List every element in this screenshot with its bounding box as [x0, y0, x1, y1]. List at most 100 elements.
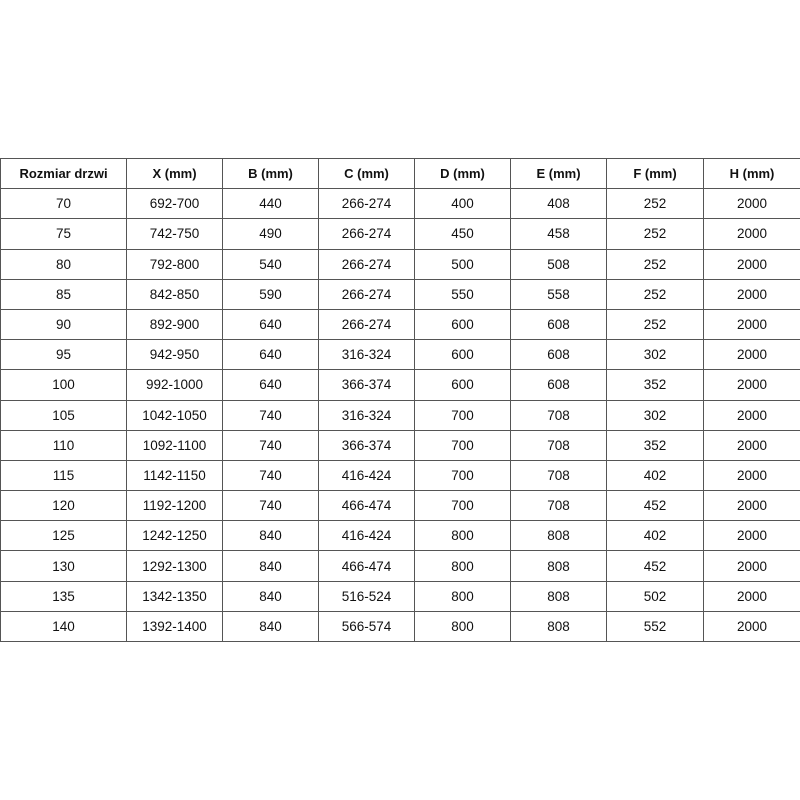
table-cell: 490 — [222, 218, 319, 250]
table-cell: 2000 — [703, 188, 800, 220]
table-cell: 1242-1250 — [126, 520, 223, 552]
column-header: C (mm) — [318, 157, 415, 190]
table-row: 130 1292-1300 840 466-474 800 808 452 2000 — [0, 550, 800, 582]
table-cell: 90 — [0, 308, 127, 341]
table-cell: 2000 — [703, 369, 800, 401]
table-cell: 452 — [606, 490, 704, 522]
table-cell: 800 — [414, 550, 511, 582]
table-row: 125 1242-1250 840 416-424 800 808 402 2000 — [0, 520, 800, 552]
table-cell: 2000 — [703, 459, 800, 492]
table-cell: 590 — [222, 278, 319, 310]
table-cell: 100 — [0, 369, 127, 401]
table-cell: 1042-1050 — [126, 399, 223, 431]
table-cell: 2000 — [703, 610, 800, 643]
table-cell: 302 — [606, 399, 704, 431]
table-cell: 2000 — [703, 520, 800, 552]
table-row: 105 1042-1050 740 316-324 700 708 302 2000 — [0, 399, 800, 431]
table-cell: 500 — [414, 248, 511, 280]
table-cell: 1392-1400 — [126, 610, 223, 643]
table-row: 90 892-900 640 266-274 600 608 252 2000 — [0, 308, 800, 341]
table-cell: 80 — [0, 248, 127, 280]
table-cell: 416-424 — [318, 520, 415, 552]
table-cell: 70 — [0, 188, 127, 220]
table-cell: 266-274 — [318, 248, 415, 280]
table-cell: 366-374 — [318, 429, 415, 461]
table-cell: 130 — [0, 550, 127, 582]
table-cell: 892-900 — [126, 308, 223, 341]
table-row: 135 1342-1350 840 516-524 800 808 502 2000 — [0, 580, 800, 612]
table-cell: 2000 — [703, 399, 800, 431]
table-cell: 2000 — [703, 218, 800, 250]
table-cell: 450 — [414, 218, 511, 250]
table-row: 80 792-800 540 266-274 500 508 252 2000 — [0, 248, 800, 280]
table-cell: 942-950 — [126, 339, 223, 371]
column-header: B (mm) — [222, 157, 319, 190]
table-cell: 458 — [510, 218, 607, 250]
table-cell: 840 — [222, 610, 319, 643]
table-cell: 2000 — [703, 490, 800, 522]
table-cell: 840 — [222, 520, 319, 552]
table-cell: 408 — [510, 188, 607, 220]
table-cell: 2000 — [703, 248, 800, 280]
table-cell: 1192-1200 — [126, 490, 223, 522]
table-cell: 708 — [510, 399, 607, 431]
table-cell: 502 — [606, 580, 704, 612]
table-cell: 2000 — [703, 580, 800, 612]
column-header: D (mm) — [414, 157, 511, 190]
table-cell: 252 — [606, 278, 704, 310]
table-cell: 125 — [0, 520, 127, 552]
table-cell: 692-700 — [126, 188, 223, 220]
table-cell: 540 — [222, 248, 319, 280]
table-cell: 640 — [222, 339, 319, 371]
table-cell: 808 — [510, 550, 607, 582]
header-row: Rozmiar drzwi X (mm) B (mm) C (mm) D (mm) E (… — [0, 157, 800, 190]
table-cell: 120 — [0, 490, 127, 522]
table-cell: 2000 — [703, 429, 800, 461]
table-cell: 566-574 — [318, 610, 415, 643]
column-header: Rozmiar drzwi — [0, 157, 127, 190]
table-cell: 366-374 — [318, 369, 415, 401]
table-cell: 115 — [0, 459, 127, 492]
table-cell: 740 — [222, 490, 319, 522]
table-cell: 840 — [222, 550, 319, 582]
table-cell: 266-274 — [318, 308, 415, 341]
table-cell: 800 — [414, 520, 511, 552]
table-cell: 252 — [606, 308, 704, 341]
table-cell: 466-474 — [318, 550, 415, 582]
table-cell: 800 — [414, 610, 511, 643]
table-row: 120 1192-1200 740 466-474 700 708 452 2000 — [0, 490, 800, 522]
table-cell: 1292-1300 — [126, 550, 223, 582]
table-cell: 266-274 — [318, 218, 415, 250]
table-cell: 740 — [222, 459, 319, 492]
table-cell: 2000 — [703, 278, 800, 310]
table-cell: 402 — [606, 520, 704, 552]
table-cell: 708 — [510, 429, 607, 461]
table-cell: 75 — [0, 218, 127, 250]
table-cell: 700 — [414, 459, 511, 492]
table-cell: 110 — [0, 429, 127, 461]
table-cell: 608 — [510, 339, 607, 371]
table-cell: 266-274 — [318, 278, 415, 310]
table-cell: 700 — [414, 399, 511, 431]
table-cell: 85 — [0, 278, 127, 310]
table-cell: 400 — [414, 188, 511, 220]
table-cell: 600 — [414, 308, 511, 341]
table-cell: 452 — [606, 550, 704, 582]
table-cell: 2000 — [703, 308, 800, 341]
table-row: 110 1092-1100 740 366-374 700 708 352 2000 — [0, 429, 800, 461]
table-cell: 1092-1100 — [126, 429, 223, 461]
column-header: X (mm) — [126, 157, 223, 190]
table-cell: 135 — [0, 580, 127, 612]
table-cell: 302 — [606, 339, 704, 371]
table-row: 100 992-1000 640 366-374 600 608 352 2000 — [0, 369, 800, 401]
table-cell: 508 — [510, 248, 607, 280]
table-row: 95 942-950 640 316-324 600 608 302 2000 — [0, 339, 800, 371]
table-cell: 266-274 — [318, 188, 415, 220]
table-cell: 95 — [0, 339, 127, 371]
table-cell: 252 — [606, 218, 704, 250]
table-cell: 252 — [606, 248, 704, 280]
table-cell: 316-324 — [318, 339, 415, 371]
table-cell: 640 — [222, 308, 319, 341]
table-cell: 1342-1350 — [126, 580, 223, 612]
table-cell: 440 — [222, 188, 319, 220]
